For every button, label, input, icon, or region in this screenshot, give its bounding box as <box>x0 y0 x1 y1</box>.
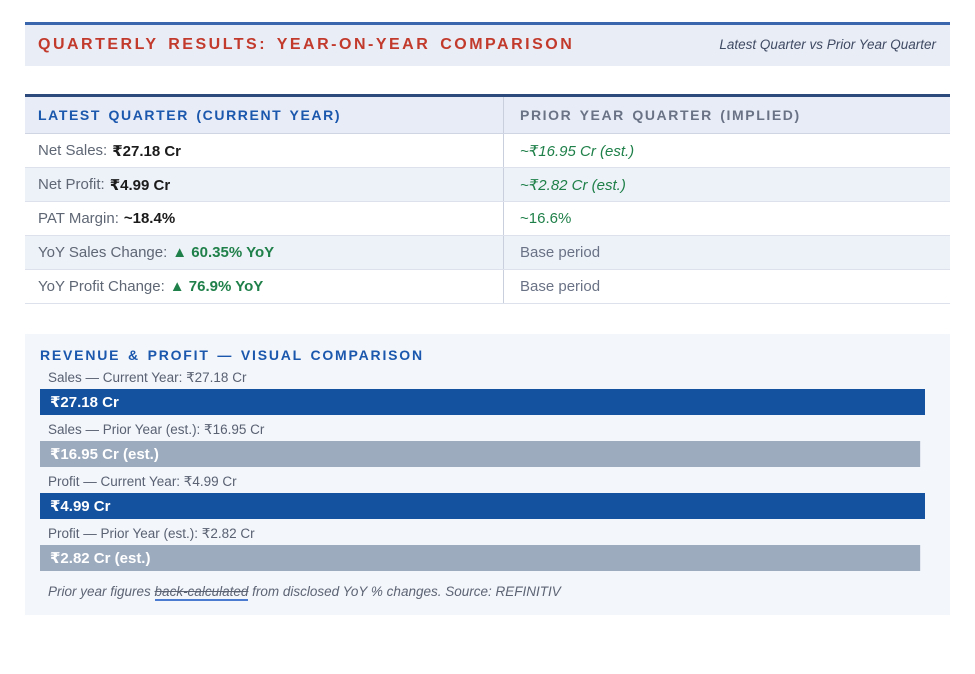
prior-value: Base period <box>520 244 601 261</box>
bar-sales-prior-year: ₹16.95 Cr (est.) <box>40 441 922 467</box>
footnote-prefix: Prior year figures <box>48 584 155 599</box>
column-header-latest-quarter: LATEST QUARTER (CURRENT YEAR) <box>38 107 342 123</box>
cell-current: Net Profit: ₹4.99 Cr <box>25 168 503 201</box>
table-row-net-profit: Net Profit: ₹4.99 Cr ~₹2.82 Cr (est.) <box>25 168 950 202</box>
bar-sales-current-year: ₹27.18 Cr <box>40 389 925 415</box>
bar-group-profit-current: Profit — Current Year: ₹4.99 Cr ₹4.99 Cr <box>40 474 925 519</box>
page-subtitle: Latest Quarter vs Prior Year Quarter <box>719 37 936 52</box>
visual-comparison-section: REVENUE & PROFIT — VISUAL COMPARISON Sal… <box>25 334 950 615</box>
row-value-positive: ▲ 60.35% YoY <box>172 244 275 261</box>
bar-label: Sales — Prior Year (est.): ₹16.95 Cr <box>48 422 265 437</box>
row-value: ₹4.99 Cr <box>109 176 171 194</box>
bar-value-text: ₹16.95 Cr (est.) <box>50 446 159 463</box>
row-label: Net Sales: <box>38 142 108 159</box>
cell-current: YoY Profit Change: ▲ 76.9% YoY <box>25 270 503 303</box>
row-label: Net Profit: <box>38 176 105 193</box>
bar-value-text: ₹4.99 Cr <box>50 498 111 515</box>
column-header-prior-year: PRIOR YEAR QUARTER (IMPLIED) <box>503 97 950 133</box>
prior-value: ~₹2.82 Cr (est.) <box>520 176 626 194</box>
bar-group-sales-current: Sales — Current Year: ₹27.18 Cr ₹27.18 C… <box>40 370 925 415</box>
cell-current: PAT Margin: ~18.4% <box>25 202 503 235</box>
cell-prior: Base period <box>503 270 950 303</box>
bar-profit-prior-year: ₹2.82 Cr (est.) <box>40 545 922 571</box>
table-row-net-sales: Net Sales: ₹27.18 Cr ~₹16.95 Cr (est.) <box>25 134 950 168</box>
page-title: QUARTERLY RESULTS: YEAR-ON-YEAR COMPARIS… <box>38 36 575 53</box>
bar-group-sales-prior: Sales — Prior Year (est.): ₹16.95 Cr ₹16… <box>40 422 925 467</box>
back-calculated-link[interactable]: back-calculated <box>154 584 249 601</box>
prior-value: ~₹16.95 Cr (est.) <box>520 142 635 160</box>
footnote-suffix: from disclosed YoY % changes. Source: RE… <box>248 584 561 599</box>
row-label: YoY Profit Change: <box>38 278 165 295</box>
row-label: YoY Sales Change: <box>38 244 168 261</box>
row-value: ₹27.18 Cr <box>112 142 182 160</box>
cell-prior: ~₹16.95 Cr (est.) <box>503 134 950 167</box>
cell-prior: ~₹2.82 Cr (est.) <box>503 168 950 201</box>
cell-current: Net Sales: ₹27.18 Cr <box>25 134 503 167</box>
report-header: QUARTERLY RESULTS: YEAR-ON-YEAR COMPARIS… <box>25 22 950 66</box>
table-row-pat-margin: PAT Margin: ~18.4% ~16.6% <box>25 202 950 236</box>
table-row-yoy-sales-change: YoY Sales Change: ▲ 60.35% YoY Base peri… <box>25 236 950 270</box>
cell-prior: ~16.6% <box>503 202 950 235</box>
table-header-row: LATEST QUARTER (CURRENT YEAR) PRIOR YEAR… <box>25 97 950 134</box>
bar-group-profit-prior: Profit — Prior Year (est.): ₹2.82 Cr ₹2.… <box>40 526 925 571</box>
prior-value: Base period <box>520 278 601 295</box>
section-heading: REVENUE & PROFIT — VISUAL COMPARISON <box>40 347 424 363</box>
report-page: QUARTERLY RESULTS: YEAR-ON-YEAR COMPARIS… <box>0 22 975 615</box>
bar-label: Profit — Prior Year (est.): ₹2.82 Cr <box>48 526 255 541</box>
prior-value: ~16.6% <box>520 210 572 227</box>
row-label: PAT Margin: <box>38 210 119 227</box>
row-value-positive: ▲ 76.9% YoY <box>169 278 264 295</box>
table-row-yoy-profit-change: YoY Profit Change: ▲ 76.9% YoY Base peri… <box>25 270 950 304</box>
bar-profit-current-year: ₹4.99 Cr <box>40 493 925 519</box>
bar-label: Sales — Current Year: ₹27.18 Cr <box>48 370 247 385</box>
cell-prior: Base period <box>503 236 950 269</box>
bar-value-text: ₹27.18 Cr <box>50 394 119 411</box>
bar-label: Profit — Current Year: ₹4.99 Cr <box>48 474 237 489</box>
cell-current: YoY Sales Change: ▲ 60.35% YoY <box>25 236 503 269</box>
row-value: ~18.4% <box>123 210 176 227</box>
bar-value-text: ₹2.82 Cr (est.) <box>50 550 151 567</box>
source-footnote: Prior year figures back-calculated from … <box>40 584 925 601</box>
comparison-table: LATEST QUARTER (CURRENT YEAR) PRIOR YEAR… <box>25 94 950 304</box>
